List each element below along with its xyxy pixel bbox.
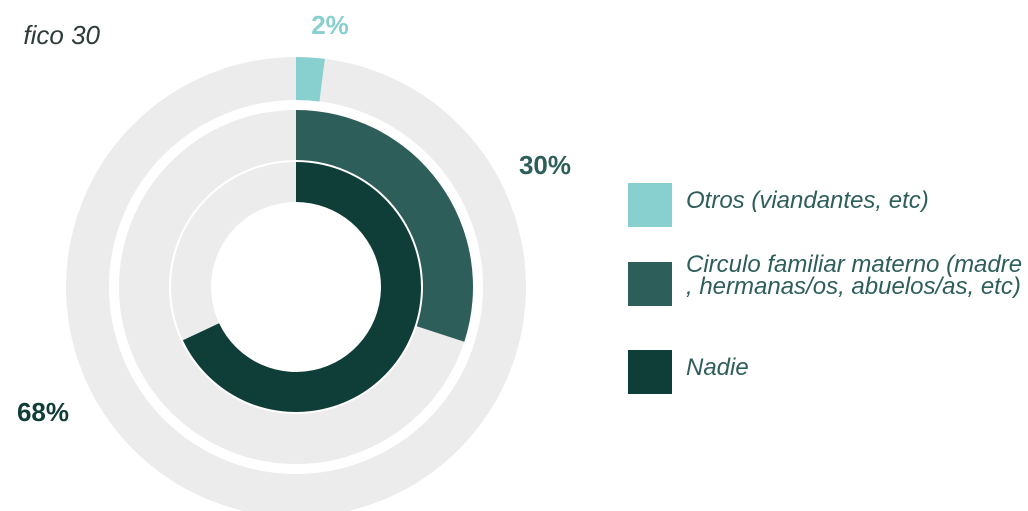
value-label: 2% bbox=[311, 10, 349, 40]
legend-swatch bbox=[628, 183, 672, 227]
legend-label: Otros (viandantes, etc) bbox=[686, 190, 929, 212]
chart-title: fico 30 bbox=[23, 20, 100, 50]
ring-bar bbox=[182, 162, 421, 412]
value-label: 68% bbox=[17, 397, 69, 427]
legend-label: Nadie bbox=[686, 357, 749, 379]
ring-bar bbox=[296, 110, 473, 342]
legend-swatch bbox=[628, 350, 672, 394]
ring-bar bbox=[296, 57, 325, 102]
legend-swatch bbox=[628, 262, 672, 306]
legend-label: Circulo familiar materno (madre , herman… bbox=[686, 254, 1023, 298]
value-label: 30% bbox=[519, 150, 571, 180]
